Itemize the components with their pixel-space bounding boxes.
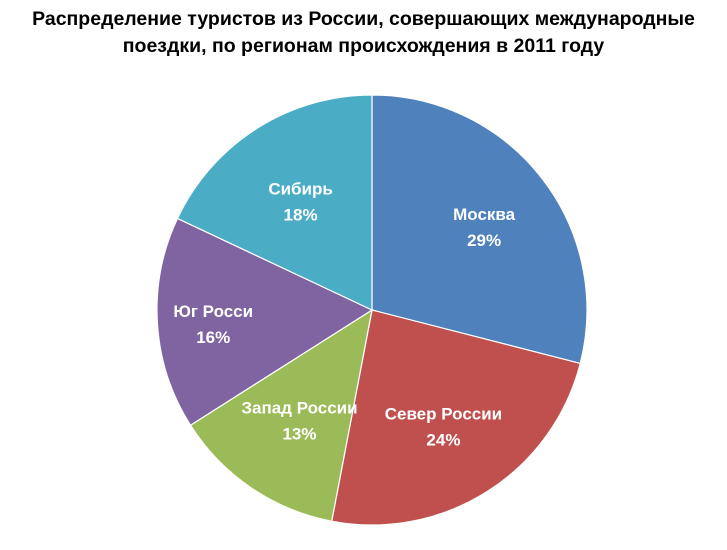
chart-title-line-2: поездки, по регионам происхождения в 201… (122, 35, 605, 57)
pie-slice (189, 308, 373, 522)
slice-category-label: Запад России (241, 399, 357, 418)
slice-category-label: Сибирь (268, 179, 333, 198)
slice-percent-label: 18% (284, 205, 318, 224)
slice-percent-label: 29% (467, 231, 501, 250)
slice-percent-label: 24% (426, 431, 460, 450)
pie-slice (156, 217, 374, 427)
chart-title: Распределение туристов из России, соверш… (0, 6, 727, 60)
slice-percent-label: 13% (282, 425, 316, 444)
slice-percent-label: 16% (196, 328, 230, 347)
slice-category-label: Юг Росси (173, 302, 253, 321)
pie-slice (176, 94, 373, 311)
chart-title-line-1: Распределение туристов из России, соверш… (32, 8, 695, 30)
slice-category-label: Север России (385, 405, 502, 424)
pie-slice (371, 94, 588, 365)
slice-category-label: Москва (453, 205, 516, 224)
pie-slice (331, 309, 581, 526)
